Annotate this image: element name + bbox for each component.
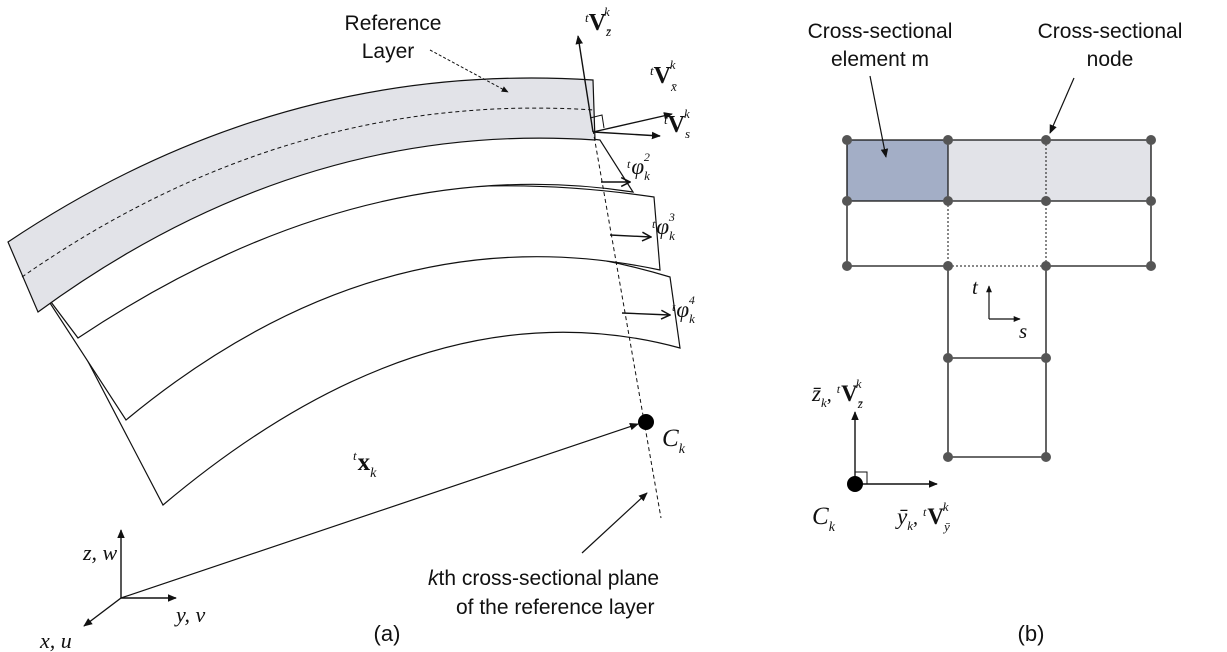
s-axis-label: s	[1019, 319, 1027, 343]
node	[943, 261, 953, 271]
node	[1041, 353, 1051, 363]
node-label-line2: node	[1087, 48, 1134, 71]
plane-label-line2: of the reference layer	[456, 596, 654, 619]
node	[943, 353, 953, 363]
v-x-arrow	[592, 112, 673, 133]
y-bar-label: ȳk, tVȳk	[895, 499, 950, 534]
axis-y-label: y, v	[174, 602, 206, 627]
node	[842, 261, 852, 271]
axis-z-label: z, w	[82, 540, 118, 565]
plane-label-line1: kth cross-sectional plane	[428, 567, 659, 590]
node	[1041, 261, 1051, 271]
cross-sectional-nodes	[842, 135, 1156, 462]
node	[842, 196, 852, 206]
element-label-line2: element m	[831, 48, 929, 71]
element-m	[847, 140, 948, 201]
axis-x-arrow	[83, 597, 122, 627]
node	[1146, 261, 1156, 271]
phi3-label: tφk3	[652, 210, 675, 243]
reference-midline	[21, 107, 595, 278]
position-vector-label: txk	[353, 448, 377, 481]
node	[943, 135, 953, 145]
node	[1146, 135, 1156, 145]
v-z-arrow	[575, 35, 594, 133]
right-angle-mark-b	[855, 471, 868, 484]
v-s-label: tVsk	[664, 106, 690, 141]
phi4-arrow	[621, 313, 670, 315]
phi4-label: tφk4	[672, 293, 695, 326]
element-pointer	[869, 75, 889, 158]
phi2-label: tφk2	[627, 150, 650, 183]
reference-layer	[7, 77, 596, 313]
plane-pointer	[581, 492, 648, 554]
v-z-label: tVz̄k	[585, 4, 612, 39]
reference-label-line2: Layer	[362, 40, 415, 63]
position-vector-arrow	[120, 423, 639, 599]
axis-x-label: x, u	[39, 628, 72, 652]
node	[842, 135, 852, 145]
element-label-line1: Cross-sectional	[808, 20, 953, 43]
centroid-label-a: Ck	[662, 425, 686, 457]
centroid-label-b: Ck	[812, 503, 836, 535]
node	[1041, 135, 1051, 145]
right-angle-mark	[589, 114, 605, 129]
phi3-arrow	[609, 235, 651, 237]
z-bar-label: z̄k, tVz̄k	[811, 376, 864, 411]
node	[1041, 452, 1051, 462]
flange-top-shaded	[948, 140, 1151, 201]
node-label-line1: Cross-sectional	[1038, 20, 1183, 43]
panel-a-caption: (a)	[374, 621, 401, 646]
node	[1146, 196, 1156, 206]
node	[1041, 196, 1051, 206]
node	[943, 452, 953, 462]
panel-b: Cross-sectional element m Cross-sectiona…	[808, 20, 1183, 646]
v-s-arrow	[592, 131, 661, 140]
v-x-label: tVx̄k	[650, 57, 677, 94]
reference-label-line1: Reference	[345, 12, 442, 35]
panel-b-caption: (b)	[1018, 621, 1045, 646]
panel-a: Reference Layer tVz̄k tVx̄k tVsk tφk2 tφ…	[7, 4, 695, 652]
node	[943, 196, 953, 206]
cross-sectional-plane-line	[592, 129, 662, 519]
t-axis-label: t	[972, 275, 979, 299]
centroid-point-b	[847, 476, 863, 492]
node-pointer	[1049, 77, 1075, 134]
centroid-point-a	[638, 414, 654, 430]
